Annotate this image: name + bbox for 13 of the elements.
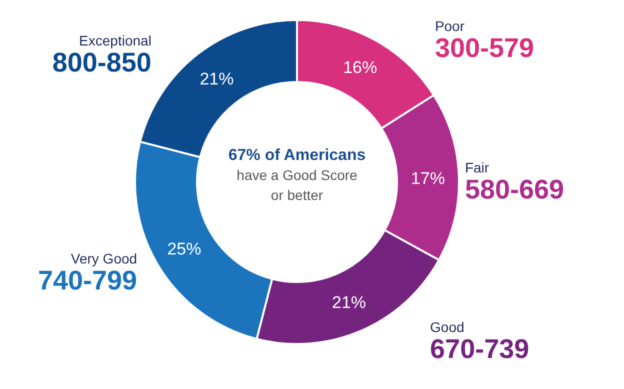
text: or better (270, 187, 324, 203)
slice-label: Good 670-739 (430, 319, 530, 364)
slice-label: Exceptional 800-850 (52, 32, 152, 78)
text: have a Good Score (236, 167, 358, 183)
slice-label: Fair 580-669 (464, 160, 564, 205)
data-label: 25% (167, 240, 202, 259)
text: 67% of Americans (228, 147, 366, 164)
slice-label: Poor 300-579 (434, 18, 534, 63)
data-label: 21% (332, 293, 366, 312)
data-label: 17% (410, 168, 445, 188)
data-label: 16% (343, 58, 378, 78)
slice-label: Very Good 740-799 (38, 250, 138, 296)
data-label: 21% (200, 69, 234, 88)
